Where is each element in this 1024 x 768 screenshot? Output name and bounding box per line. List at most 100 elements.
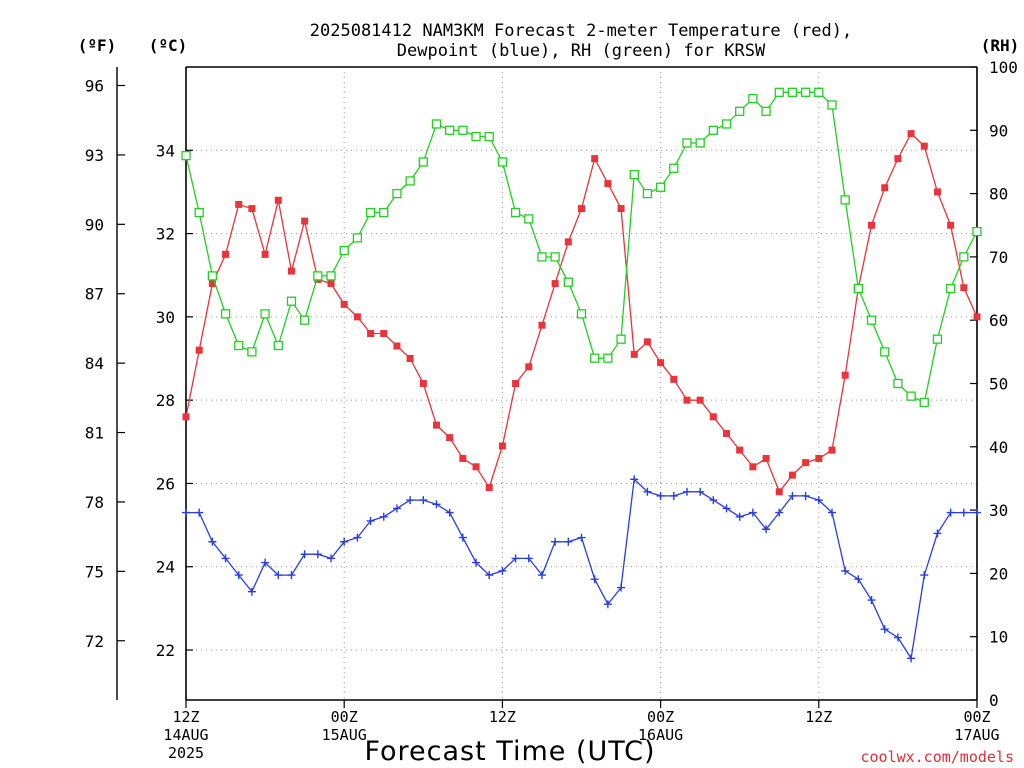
data-point — [300, 550, 309, 559]
data-point — [472, 558, 481, 567]
data-point — [286, 296, 297, 306]
celsius-tick-label: 22 — [156, 641, 175, 660]
rh-tick-label: 60 — [989, 311, 1008, 330]
data-point — [247, 587, 256, 596]
data-point — [379, 512, 388, 521]
data-point — [867, 596, 876, 605]
data-point — [814, 496, 823, 505]
data-point — [207, 271, 218, 281]
data-point — [616, 334, 626, 344]
data-point — [590, 575, 599, 584]
data-point — [458, 533, 467, 542]
data-point — [748, 508, 757, 517]
celsius-tick-label: 26 — [156, 474, 175, 493]
data-point — [234, 571, 243, 580]
data-point — [458, 125, 468, 135]
time-tick-label: 17AUG — [954, 726, 999, 744]
data-point — [221, 554, 230, 563]
data-point — [603, 600, 612, 609]
data-point — [234, 340, 244, 351]
data-point — [511, 554, 520, 563]
data-point — [894, 155, 902, 163]
data-point — [524, 554, 533, 563]
data-point — [327, 280, 335, 288]
data-point — [287, 267, 295, 275]
data-point — [576, 309, 587, 319]
data-point — [853, 283, 863, 294]
data-point — [630, 350, 638, 358]
data-point — [590, 353, 600, 363]
data-point — [774, 87, 784, 97]
data-point — [418, 157, 428, 167]
data-point — [736, 446, 744, 454]
data-point — [551, 537, 560, 546]
data-point — [471, 131, 481, 142]
data-point — [564, 238, 572, 246]
data-point — [537, 252, 547, 262]
data-point — [630, 475, 639, 484]
fahrenheit-unit-label: (ºF) — [78, 36, 117, 55]
data-point — [446, 434, 454, 442]
grid-lines — [186, 67, 977, 700]
rh-tick-label: 30 — [989, 501, 1008, 520]
fahrenheit-tick-label: 90 — [85, 215, 104, 234]
data-point — [947, 221, 955, 229]
data-point — [945, 283, 956, 294]
rh-unit-label: (RH) — [981, 36, 1020, 55]
data-point — [393, 342, 401, 350]
series-dewpoint — [182, 475, 981, 663]
data-point — [340, 300, 348, 308]
celsius-tick-label: 24 — [156, 558, 175, 577]
data-point — [920, 571, 929, 580]
data-point — [261, 250, 269, 258]
title-line-1: 2025081412 NAM3KM Forecast 2-meter Tempe… — [310, 21, 852, 41]
data-point — [669, 163, 679, 173]
time-tick-label: 14AUG — [163, 726, 208, 744]
data-point — [788, 471, 796, 479]
data-point — [972, 226, 982, 237]
celsius-tick-label: 30 — [156, 308, 175, 327]
rh-tick-label: 50 — [989, 375, 1008, 394]
data-point — [182, 508, 190, 517]
data-point — [564, 537, 573, 546]
data-point — [313, 271, 323, 281]
data-point — [181, 150, 191, 161]
rh-axis: 0 10 20 30 40 50 60 70 80 90 100 — [970, 58, 1018, 710]
data-point — [708, 125, 718, 135]
data-point — [629, 169, 639, 180]
data-point — [208, 280, 216, 288]
data-point — [959, 508, 968, 517]
celsius-tick-label: 28 — [156, 391, 175, 410]
series-line — [185, 91, 978, 404]
data-point — [432, 421, 440, 429]
data-point — [405, 176, 415, 186]
data-point — [801, 491, 810, 500]
data-point — [749, 463, 757, 471]
fahrenheit-tick-label: 75 — [85, 562, 104, 581]
data-point — [682, 487, 691, 496]
data-point — [260, 309, 270, 319]
rh-tick-label: 90 — [989, 121, 1008, 140]
data-point — [287, 571, 296, 580]
time-tick-label: 12Z — [805, 708, 832, 726]
data-point — [301, 217, 309, 225]
data-point — [195, 346, 203, 354]
data-point — [498, 442, 506, 450]
data-point — [854, 575, 863, 584]
data-point — [445, 508, 454, 517]
data-point — [563, 277, 573, 287]
data-point — [604, 180, 612, 188]
rh-tick-label: 70 — [989, 248, 1008, 267]
data-point — [498, 566, 507, 575]
data-point — [484, 131, 494, 142]
data-point — [248, 205, 256, 213]
rh-tick-label: 40 — [989, 438, 1008, 457]
data-point — [340, 537, 349, 546]
data-point — [841, 566, 850, 575]
data-point — [946, 508, 955, 517]
data-point — [366, 516, 375, 525]
data-point — [431, 119, 442, 129]
fahrenheit-tick-label: 87 — [85, 285, 104, 304]
data-point — [379, 207, 389, 218]
data-point — [973, 508, 981, 517]
